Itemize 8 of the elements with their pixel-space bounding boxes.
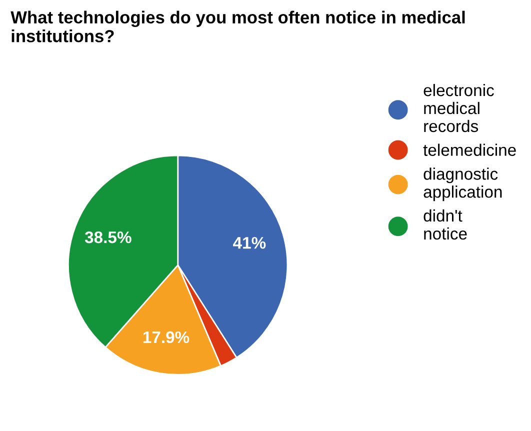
chart-title: What technologies do you most often notice in medical institutions? — [10, 10, 465, 42]
legend-label: diagnostic application — [424, 168, 502, 202]
data-label: 17.9% — [143, 331, 190, 344]
legend-label: didn't notice — [424, 209, 467, 240]
data-label: 41% — [233, 236, 266, 249]
legend-label: telemedicine — [423, 144, 516, 156]
data-label: 38.5% — [84, 231, 132, 244]
legend-label: electronic medical records — [424, 84, 494, 132]
